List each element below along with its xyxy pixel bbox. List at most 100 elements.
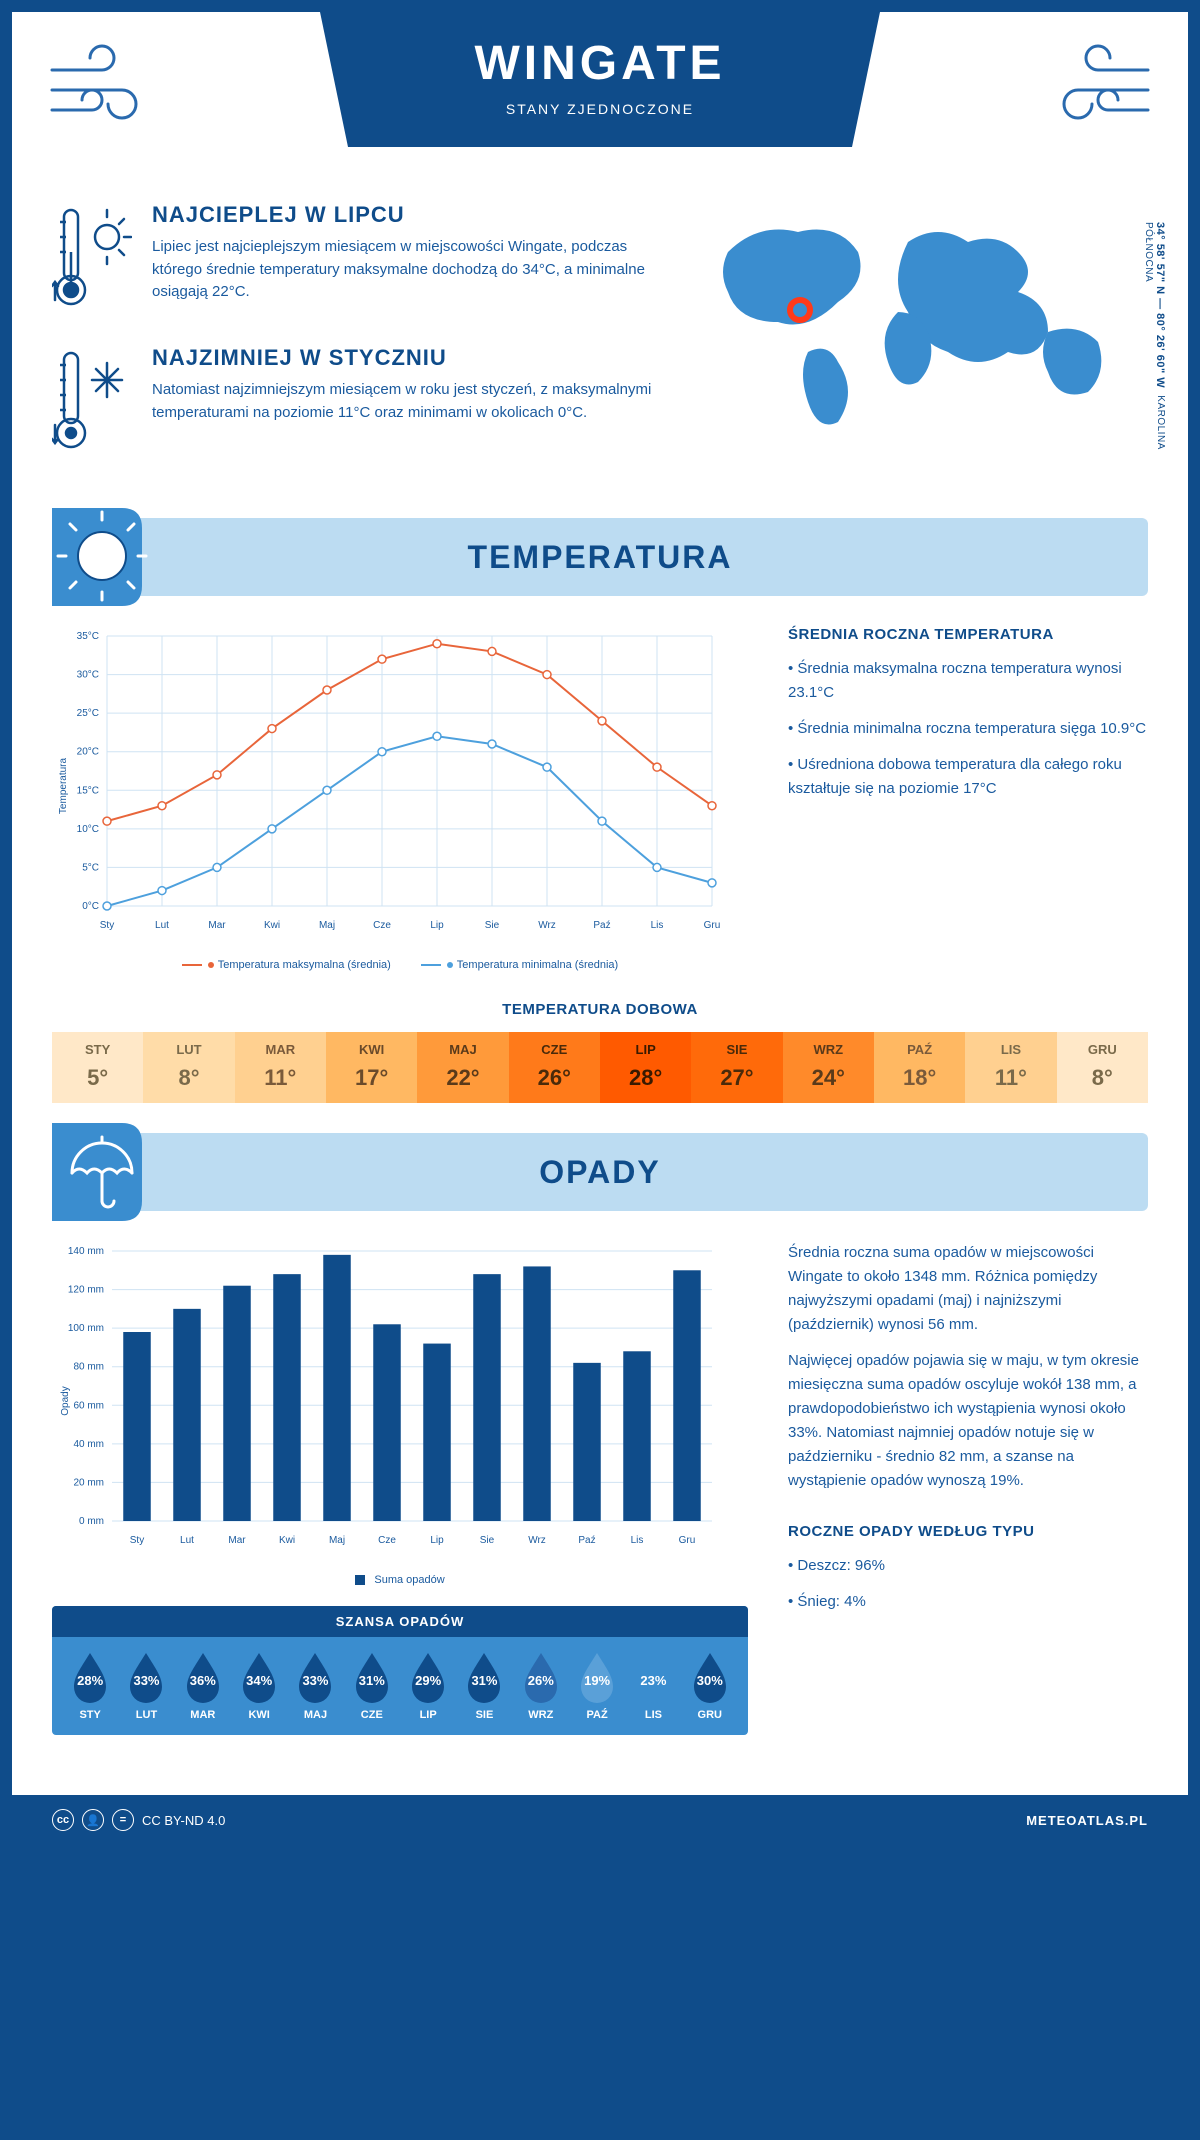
fact-coldest: NAJZIMNIEJ W STYCZNIU Natomiast najzimni… — [52, 345, 678, 460]
svg-text:Kwi: Kwi — [264, 920, 280, 931]
license-text: CC BY-ND 4.0 — [142, 1813, 225, 1828]
svg-text:Maj: Maj — [319, 920, 335, 931]
svg-text:Lip: Lip — [430, 920, 444, 931]
heat-cell: SIE27° — [691, 1032, 782, 1103]
svg-text:0°C: 0°C — [82, 901, 99, 912]
daily-temp-title: TEMPERATURA DOBOWA — [52, 1001, 1148, 1018]
temp-legend: Temperatura maksymalna (średnia) Tempera… — [52, 959, 748, 971]
rain-drop: 36%MAR — [175, 1651, 231, 1721]
svg-text:30°C: 30°C — [77, 670, 99, 681]
svg-text:Gru: Gru — [704, 920, 721, 931]
rain-bytype-bullet: • Śnieg: 4% — [788, 1590, 1148, 1614]
svg-text:Gru: Gru — [679, 1535, 696, 1546]
rain-legend: Suma opadów — [52, 1574, 748, 1586]
temperature-chart: 0°C5°C10°C15°C20°C25°C30°C35°CStyLutMarK… — [52, 626, 748, 971]
thermometer-sun-icon — [52, 202, 132, 317]
svg-text:20 mm: 20 mm — [73, 1477, 104, 1488]
rain-bytype-bullet: • Deszcz: 96% — [788, 1554, 1148, 1578]
svg-text:15°C: 15°C — [77, 785, 99, 796]
rain-drop: 31%SIE — [456, 1651, 512, 1721]
nd-icon: = — [112, 1809, 134, 1831]
svg-text:35°C: 35°C — [77, 631, 99, 642]
daily-temp-heatmap: STY5°LUT8°MAR11°KWI17°MAJ22°CZE26°LIP28°… — [52, 1032, 1148, 1103]
by-icon: 👤 — [82, 1809, 104, 1831]
svg-text:40 mm: 40 mm — [73, 1439, 104, 1450]
svg-text:Paź: Paź — [593, 920, 610, 931]
heat-cell: MAJ22° — [417, 1032, 508, 1103]
svg-text:Sie: Sie — [480, 1535, 495, 1546]
annual-bullet: • Średnia maksymalna roczna temperatura … — [788, 657, 1148, 705]
svg-text:100 mm: 100 mm — [68, 1323, 104, 1334]
rain-drop: 23%LIS — [625, 1651, 681, 1721]
svg-text:Maj: Maj — [329, 1535, 345, 1546]
rain-drop: 34%KWI — [231, 1651, 287, 1721]
fact-cold-text: Natomiast najzimniejszym miesiącem w rok… — [152, 379, 678, 424]
heat-cell: CZE26° — [509, 1032, 600, 1103]
section-temperature: TEMPERATURA — [52, 518, 1148, 596]
site-name: METEOATLAS.PL — [1026, 1813, 1148, 1828]
svg-text:Opady: Opady — [60, 1386, 71, 1415]
rain-title: OPADY — [539, 1154, 660, 1191]
svg-text:Lut: Lut — [155, 920, 169, 931]
rain-drop: 29%LIP — [400, 1651, 456, 1721]
svg-text:Wrz: Wrz — [528, 1535, 546, 1546]
svg-text:Wrz: Wrz — [538, 920, 556, 931]
heat-cell: LIP28° — [600, 1032, 691, 1103]
rain-para: Najwięcej opadów pojawia się w maju, w t… — [788, 1349, 1148, 1493]
svg-text:Cze: Cze — [373, 920, 391, 931]
rain-drop: 26%WRZ — [513, 1651, 569, 1721]
heat-cell: MAR11° — [235, 1032, 326, 1103]
world-map: 34° 58' 57" N — 80° 26' 60" W KAROLINA P… — [708, 202, 1148, 488]
temp-title: TEMPERATURA — [468, 539, 733, 576]
heat-cell: PAŹ18° — [874, 1032, 965, 1103]
svg-text:0 mm: 0 mm — [79, 1516, 104, 1527]
coordinates: 34° 58' 57" N — 80° 26' 60" W KAROLINA P… — [1142, 222, 1166, 488]
svg-text:Sie: Sie — [485, 920, 500, 931]
svg-text:Temperatura: Temperatura — [58, 757, 69, 814]
annual-bullet: • Uśredniona dobowa temperatura dla całe… — [788, 753, 1148, 801]
sun-icon — [52, 508, 162, 611]
svg-text:Cze: Cze — [378, 1535, 396, 1546]
rain-drop: 30%GRU — [682, 1651, 738, 1721]
svg-text:Sty: Sty — [100, 920, 114, 931]
heat-cell: LUT8° — [143, 1032, 234, 1103]
svg-text:Lis: Lis — [651, 920, 664, 931]
heat-cell: LIS11° — [965, 1032, 1056, 1103]
fact-hot-title: NAJCIEPLEJ W LIPCU — [152, 202, 678, 228]
svg-text:80 mm: 80 mm — [73, 1362, 104, 1373]
svg-text:140 mm: 140 mm — [68, 1246, 104, 1257]
svg-text:10°C: 10°C — [77, 824, 99, 835]
footer: cc 👤 = CC BY-ND 4.0 METEOATLAS.PL — [12, 1795, 1188, 1845]
svg-text:Mar: Mar — [228, 1535, 246, 1546]
rain-bytype-title: ROCZNE OPADY WEDŁUG TYPU — [788, 1523, 1148, 1540]
svg-text:Paź: Paź — [578, 1535, 595, 1546]
rain-drop: 28%STY — [62, 1651, 118, 1721]
svg-text:Lip: Lip — [430, 1535, 444, 1546]
heat-cell: STY5° — [52, 1032, 143, 1103]
umbrella-icon — [52, 1123, 162, 1226]
heat-cell: KWI17° — [326, 1032, 417, 1103]
svg-text:Sty: Sty — [130, 1535, 144, 1546]
svg-text:25°C: 25°C — [77, 708, 99, 719]
svg-text:60 mm: 60 mm — [73, 1400, 104, 1411]
rain-drop: 33%MAJ — [287, 1651, 343, 1721]
rain-drop: 31%CZE — [344, 1651, 400, 1721]
wind-icon — [1038, 40, 1158, 135]
fact-cold-title: NAJZIMNIEJ W STYCZNIU — [152, 345, 678, 371]
rain-drop: 33%LUT — [118, 1651, 174, 1721]
heat-cell: WRZ24° — [783, 1032, 874, 1103]
page-subtitle: STANY ZJEDNOCZONE — [340, 101, 860, 117]
annual-temp-title: ŚREDNIA ROCZNA TEMPERATURA — [788, 626, 1148, 643]
cc-icon: cc — [52, 1809, 74, 1831]
svg-text:5°C: 5°C — [82, 862, 99, 873]
page-title: WINGATE — [340, 36, 860, 91]
title-banner: WINGATE STANY ZJEDNOCZONE — [320, 12, 880, 147]
svg-text:Mar: Mar — [208, 920, 226, 931]
thermometer-snow-icon — [52, 345, 132, 460]
wind-icon — [42, 40, 162, 135]
fact-hottest: NAJCIEPLEJ W LIPCU Lipiec jest najcieple… — [52, 202, 678, 317]
rain-chance-box: SZANSA OPADÓW 28%STY33%LUT36%MAR34%KWI33… — [52, 1606, 748, 1735]
annual-bullet: • Średnia minimalna roczna temperatura s… — [788, 717, 1148, 741]
rain-chart: 0 mm20 mm40 mm60 mm80 mm100 mm120 mm140 … — [52, 1241, 748, 1735]
svg-text:Kwi: Kwi — [279, 1535, 295, 1546]
